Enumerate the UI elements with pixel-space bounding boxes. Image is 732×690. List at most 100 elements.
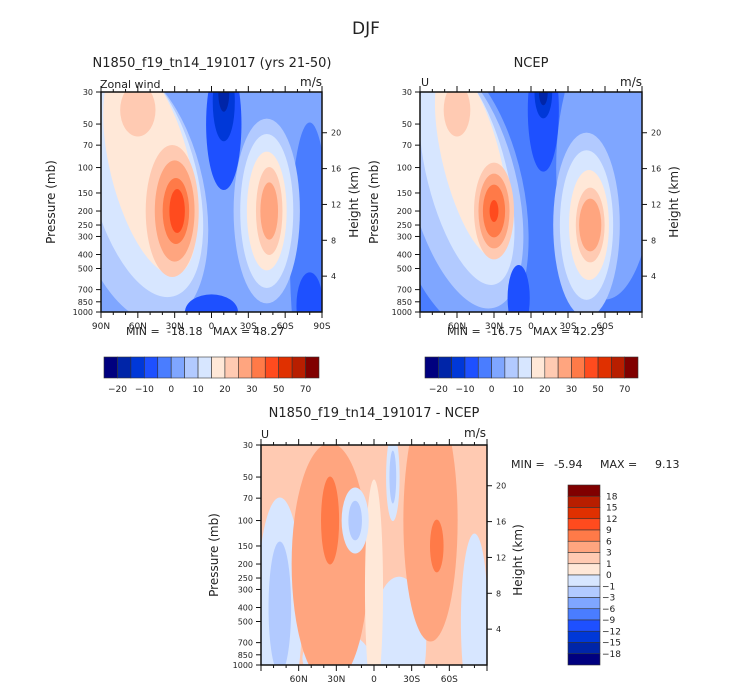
colorbar-swatch <box>567 552 601 565</box>
panel-diff-min-value: -5.94 <box>554 458 582 471</box>
y-tick-label: 300 <box>238 585 253 594</box>
colorbar-swatch <box>567 585 601 598</box>
panel-diff-left-label: U <box>261 428 269 441</box>
y2-tick-label: 8 <box>331 236 336 245</box>
y-tick-label: 250 <box>238 574 253 583</box>
colorbar-swatch <box>597 356 612 379</box>
colorbar-swatch <box>517 356 532 379</box>
colorbar-label: −1 <box>602 582 615 592</box>
colorbar-label: 70 <box>619 385 631 395</box>
colorbar-swatch <box>567 507 601 520</box>
contour-level <box>260 182 279 240</box>
colorbar-label: 6 <box>606 537 612 547</box>
panel-diff-max-value: 9.13 <box>655 458 680 471</box>
contour-level <box>348 500 362 541</box>
colorbar-label: 18 <box>606 492 618 502</box>
colorbar-label: 0 <box>606 571 612 581</box>
colorbar-swatch <box>197 356 212 379</box>
contour-level <box>460 533 487 665</box>
y-tick-label: 200 <box>238 560 253 569</box>
y-tick-label: 50 <box>402 120 412 129</box>
contour-level <box>538 92 548 106</box>
panel-diff-y2label: Height (km) <box>511 524 525 595</box>
colorbar-swatch <box>211 356 226 379</box>
y-tick-label: 100 <box>238 517 253 526</box>
colorbar-label: −10 <box>455 385 474 395</box>
panel-obs-y2label: Height (km) <box>667 166 681 237</box>
x-tick-label: 30S <box>559 322 576 332</box>
y2-tick-label: 8 <box>496 589 501 598</box>
x-tick-label: 60S <box>441 675 458 685</box>
panel-obs-colorbar: −20 −10 0 10 20 30 50 70 <box>424 356 639 395</box>
colorbar-swatch <box>567 495 601 508</box>
y2-tick-label: 20 <box>651 129 661 138</box>
colorbar-swatch <box>567 563 601 576</box>
colorbar-label: 0 <box>489 385 495 395</box>
colorbar-swatch <box>170 356 185 379</box>
y-tick-label: 500 <box>238 618 253 627</box>
colorbar-swatch <box>567 630 601 643</box>
panel-model-units: m/s <box>300 75 322 89</box>
y2-tick-label: 12 <box>331 200 341 209</box>
panel-obs-title: NCEP <box>514 56 549 71</box>
panel-model-plot-area <box>101 92 322 312</box>
panel-model-y2label: Height (km) <box>347 166 361 237</box>
y-tick-label: 700 <box>238 639 253 648</box>
colorbar-label: 10 <box>512 385 524 395</box>
contour-level <box>489 200 499 223</box>
colorbar-swatch <box>238 356 253 379</box>
y2-tick-label: 8 <box>651 236 656 245</box>
colorbar-swatch <box>504 356 519 379</box>
y2-tick-label: 4 <box>331 272 336 281</box>
panel-obs-max-label: MAX = <box>533 325 570 338</box>
x-tick-label: 30N <box>485 322 503 332</box>
colorbar-label: −20 <box>108 385 127 395</box>
y-tick-label: 850 <box>238 651 253 660</box>
colorbar-swatch <box>251 356 266 379</box>
panel-model-left-label: Zonal wind <box>100 78 161 91</box>
contour-level <box>429 519 444 573</box>
colorbar-swatch <box>305 356 320 379</box>
colorbar-label: −12 <box>602 627 621 637</box>
colorbar-swatch <box>567 574 601 587</box>
contour-level <box>364 479 384 665</box>
colorbar-label: 20 <box>539 385 551 395</box>
contour-level <box>289 122 322 312</box>
y-tick-label: 400 <box>397 251 412 260</box>
y-tick-label: 1000 <box>392 308 412 317</box>
colorbar-label: 30 <box>246 385 258 395</box>
colorbar-swatch <box>567 540 601 553</box>
colorbar-swatch <box>567 597 601 610</box>
contour-level <box>389 450 397 504</box>
colorbar-swatch <box>144 356 159 379</box>
contour-level <box>321 476 340 565</box>
colorbar-swatch <box>464 356 479 379</box>
x-tick-label: 90N <box>92 322 110 332</box>
y-tick-label: 70 <box>243 494 253 503</box>
y2-tick-label: 16 <box>331 165 341 174</box>
x-tick-label: 30N <box>327 675 345 685</box>
colorbar-swatch <box>567 653 601 666</box>
contour-level <box>507 265 530 312</box>
panel-obs-units: m/s <box>620 75 642 89</box>
contour-level <box>443 92 471 137</box>
colorbar-label: 15 <box>606 504 617 514</box>
contour-level <box>218 92 230 112</box>
contour-level <box>120 92 156 137</box>
y-tick-label: 850 <box>78 298 93 307</box>
colorbar-label: −9 <box>602 616 616 626</box>
colorbar-label: −20 <box>429 385 448 395</box>
y-tick-label: 1000 <box>233 661 253 670</box>
colorbar-swatch <box>611 356 625 379</box>
y2-tick-label: 12 <box>651 200 661 209</box>
colorbar-swatch <box>567 484 601 497</box>
y-tick-label: 150 <box>238 542 253 551</box>
panel-obs-ylabel: Pressure (mb) <box>367 160 381 244</box>
panel-model-max-label: MAX = <box>213 325 250 338</box>
colorbar-label: 12 <box>606 515 617 525</box>
colorbar-swatch <box>571 356 586 379</box>
y-tick-label: 70 <box>83 141 93 150</box>
contour-fill <box>261 445 487 665</box>
